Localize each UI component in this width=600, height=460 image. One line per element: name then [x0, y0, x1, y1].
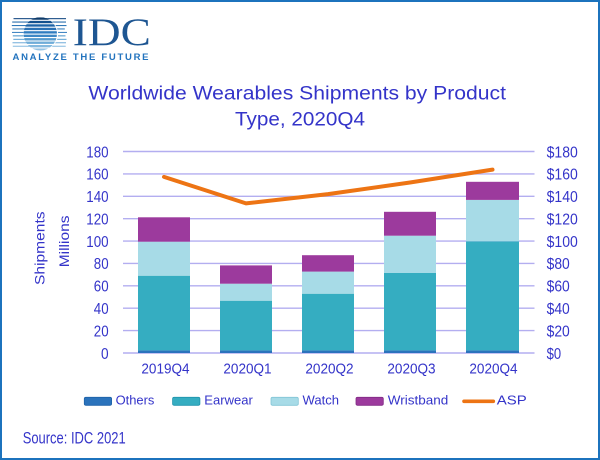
svg-text:120: 120	[86, 212, 108, 229]
svg-text:60: 60	[94, 279, 109, 296]
svg-text:Millions: Millions	[56, 216, 72, 268]
svg-text:2020Q1: 2020Q1	[223, 362, 271, 378]
svg-text:$80: $80	[547, 256, 570, 273]
svg-text:180: 180	[86, 144, 108, 161]
svg-text:ANALYZE THE FUTURE: ANALYZE THE FUTURE	[13, 52, 149, 63]
svg-text:40: 40	[94, 301, 109, 318]
svg-text:Earwear: Earwear	[204, 394, 253, 408]
svg-text:2020Q3: 2020Q3	[387, 362, 435, 378]
svg-text:$160: $160	[547, 167, 578, 184]
svg-text:100: 100	[86, 234, 108, 251]
svg-text:$180: $180	[547, 144, 578, 161]
svg-text:IDC: IDC	[73, 11, 151, 54]
svg-text:20: 20	[94, 323, 109, 340]
svg-text:$100: $100	[547, 234, 578, 251]
svg-text:$0: $0	[547, 346, 562, 363]
svg-text:ASP: ASP	[497, 394, 527, 408]
svg-text:$40: $40	[547, 301, 570, 318]
svg-text:Shipments: Shipments	[32, 211, 48, 285]
svg-text:2020Q2: 2020Q2	[305, 362, 353, 378]
svg-text:$120: $120	[547, 212, 578, 229]
svg-text:2019Q4: 2019Q4	[141, 362, 189, 378]
svg-text:Source: IDC 2021: Source: IDC 2021	[23, 429, 126, 448]
svg-text:Worldwide Wearables Shipments: Worldwide Wearables Shipments by Product	[88, 82, 506, 104]
svg-text:Others: Others	[116, 394, 155, 408]
svg-text:140: 140	[86, 189, 108, 206]
svg-text:2020Q4: 2020Q4	[469, 362, 517, 378]
svg-text:0: 0	[101, 346, 109, 363]
svg-text:160: 160	[86, 167, 108, 184]
svg-text:$60: $60	[547, 279, 570, 296]
svg-text:80: 80	[94, 256, 109, 273]
svg-text:$140: $140	[547, 189, 578, 206]
svg-text:Wristband: Wristband	[388, 394, 449, 408]
svg-text:$20: $20	[547, 323, 570, 340]
svg-text:Type, 2020Q4: Type, 2020Q4	[235, 109, 365, 131]
svg-text:Watch: Watch	[303, 394, 340, 408]
